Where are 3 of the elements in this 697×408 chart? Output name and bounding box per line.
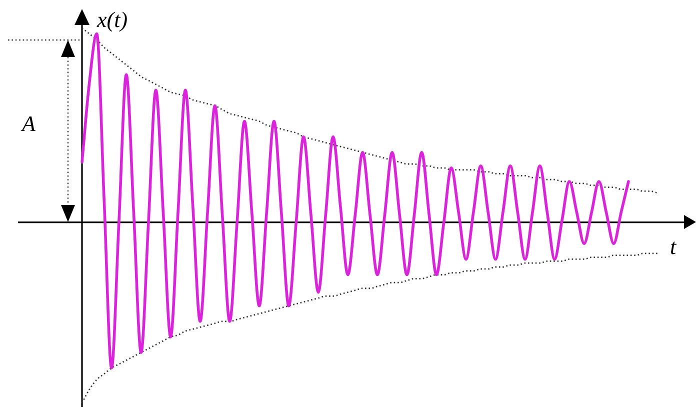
y-axis-title: x(t) (97, 7, 128, 32)
text: A (22, 111, 36, 136)
x-axis-title: t (670, 234, 676, 260)
